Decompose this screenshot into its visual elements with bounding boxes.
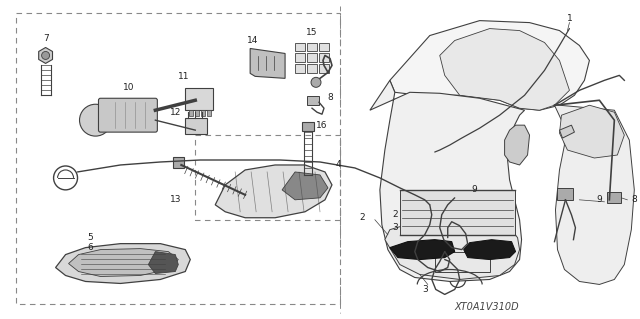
Polygon shape [282, 172, 328, 200]
Text: 3: 3 [392, 223, 397, 232]
Circle shape [444, 238, 452, 246]
Polygon shape [559, 125, 575, 138]
Bar [307, 42, 317, 51]
Bar [201, 110, 205, 116]
Bar [307, 54, 317, 63]
Text: 15: 15 [307, 28, 318, 37]
Circle shape [42, 51, 49, 59]
Text: 5: 5 [88, 233, 93, 242]
Polygon shape [390, 240, 454, 260]
Text: 12: 12 [170, 108, 181, 117]
Text: 11: 11 [177, 72, 189, 81]
Bar [607, 192, 621, 203]
Bar [207, 110, 211, 116]
Bar [295, 54, 305, 63]
Polygon shape [385, 222, 520, 279]
Bar [173, 157, 184, 168]
Polygon shape [554, 105, 634, 285]
Text: 10: 10 [123, 83, 134, 92]
Polygon shape [56, 244, 190, 284]
Polygon shape [390, 21, 589, 110]
Bar [189, 110, 193, 116]
Bar [295, 42, 305, 51]
Polygon shape [504, 125, 529, 165]
Text: 1: 1 [566, 14, 572, 23]
Bar [195, 135, 340, 220]
Bar [400, 190, 515, 235]
Bar [454, 192, 468, 203]
Polygon shape [440, 29, 570, 110]
Bar [186, 118, 207, 134]
Text: 2: 2 [359, 213, 365, 222]
Bar [435, 252, 490, 271]
Bar [319, 64, 329, 73]
Bar [15, 13, 340, 304]
Bar [295, 64, 305, 73]
Circle shape [79, 104, 111, 136]
Text: 9: 9 [596, 195, 602, 204]
Circle shape [311, 78, 321, 87]
Polygon shape [38, 48, 52, 63]
Bar [557, 188, 573, 200]
Polygon shape [215, 165, 332, 218]
Text: 2: 2 [392, 210, 397, 219]
Polygon shape [250, 48, 285, 78]
Polygon shape [68, 249, 179, 277]
Bar [319, 42, 329, 51]
Bar [319, 54, 329, 63]
Text: XT0A1V310D: XT0A1V310D [454, 302, 519, 312]
Bar [195, 110, 199, 116]
Text: 14: 14 [246, 36, 258, 45]
Text: 16: 16 [316, 121, 328, 130]
Text: 9: 9 [472, 185, 477, 194]
Text: 8: 8 [632, 195, 637, 204]
Text: 8: 8 [327, 93, 333, 102]
Text: 4: 4 [335, 160, 340, 169]
Bar [186, 88, 213, 110]
Polygon shape [148, 252, 179, 273]
Bar [302, 122, 314, 131]
Bar [307, 96, 319, 105]
FancyBboxPatch shape [99, 98, 157, 132]
Text: 6: 6 [88, 243, 93, 252]
Polygon shape [559, 105, 625, 158]
Polygon shape [370, 80, 525, 281]
Text: 3: 3 [422, 285, 428, 294]
Text: 7: 7 [43, 34, 49, 43]
Polygon shape [464, 240, 516, 260]
Text: 13: 13 [170, 195, 181, 204]
Bar [307, 64, 317, 73]
